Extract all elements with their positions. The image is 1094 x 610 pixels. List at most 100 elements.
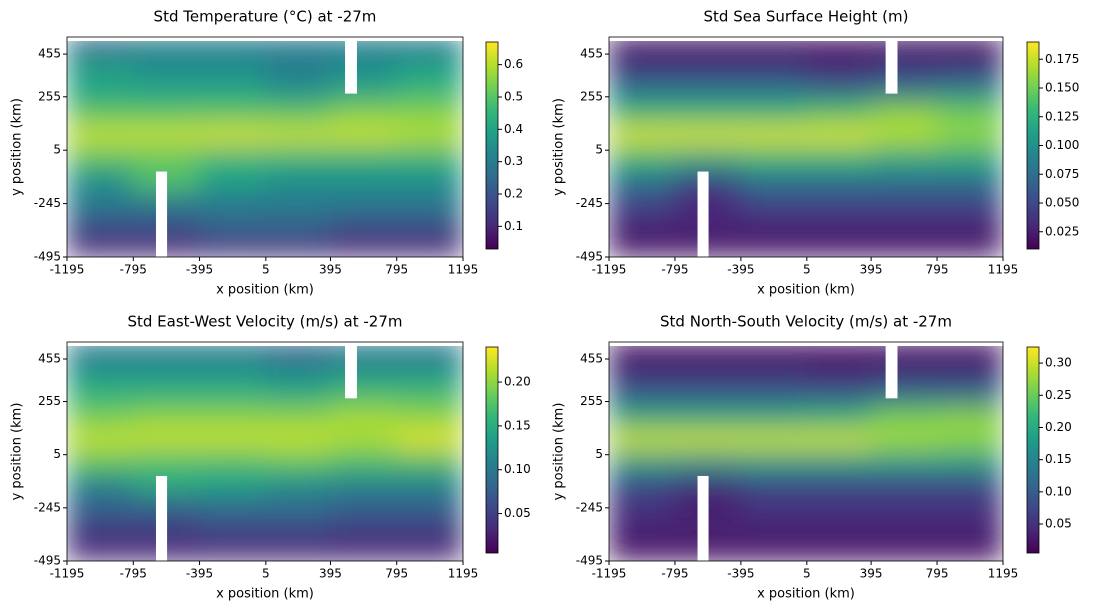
heat-cell: [132, 37, 200, 60]
heat-cell: [330, 385, 398, 409]
heat-cell: [67, 363, 134, 387]
x-tick-label: 395: [319, 567, 342, 581]
heatmap: [609, 37, 1003, 257]
panel: Std Temperature (°C) at -27m -1195 -795 -39…: [10, 8, 524, 298]
heat-cell: [330, 538, 398, 561]
heat-cell: [936, 234, 1003, 257]
heat-cell: [805, 168, 873, 192]
wall: [697, 475, 709, 561]
heat-cell: [67, 342, 134, 365]
heat-cell: [67, 516, 134, 540]
heat-cell: [871, 363, 938, 387]
heat-cell: [936, 212, 1003, 236]
heat-cell: [739, 102, 807, 126]
heat-cell: [739, 428, 807, 452]
y-tick-label: -245: [34, 500, 61, 514]
heat-cell: [67, 58, 134, 82]
heat-cell: [871, 450, 938, 474]
heat-cell: [264, 80, 332, 104]
heat-cell: [396, 212, 463, 236]
colorbar-tick-label: 0.2: [504, 187, 523, 201]
heat-cell: [739, 124, 807, 148]
colorbar: [485, 41, 499, 250]
heat-cell: [936, 407, 1003, 430]
y-tick-label: -495: [576, 554, 603, 568]
y-tick-label: -245: [34, 196, 61, 210]
heat-cell: [674, 146, 741, 170]
wall: [885, 37, 898, 94]
colorbar-tick-label: 0.5: [504, 89, 523, 103]
x-axis-label: x position (km): [216, 587, 314, 602]
y-tick-label: -245: [576, 500, 603, 514]
heat-cell: [936, 168, 1003, 192]
colorbar: [1026, 41, 1040, 250]
heat-cell: [805, 212, 873, 236]
heat-cell: [132, 146, 200, 170]
heat-cell: [198, 146, 266, 170]
heat-cell: [936, 342, 1003, 365]
heat-cell: [264, 124, 332, 148]
heat-cell: [674, 342, 741, 365]
heat-cell: [936, 538, 1003, 561]
heat-cell: [132, 363, 200, 387]
heat-cell: [67, 102, 134, 126]
x-tick-label: 5: [262, 263, 270, 277]
colorbar-tick-label: 0.1: [504, 219, 523, 233]
colorbar-tick-label: 0.05: [504, 506, 531, 520]
x-tick-label: 395: [319, 263, 342, 277]
heat-cell: [871, 234, 938, 257]
heat-cell: [674, 428, 741, 452]
heat-cell: [609, 342, 676, 365]
heat-cell: [67, 212, 134, 236]
heat-cell: [739, 146, 807, 170]
heat-cell: [805, 494, 873, 518]
heat-cell: [609, 538, 676, 561]
heat-cell: [739, 363, 807, 387]
y-tick-label: 255: [38, 89, 61, 103]
x-tick-label: 795: [926, 567, 949, 581]
heat-cell: [805, 363, 873, 387]
colorbar-tick-label: 0.15: [504, 418, 531, 432]
heat-cell: [396, 146, 463, 170]
heat-cell: [739, 58, 807, 82]
x-tick-label: -1195: [592, 263, 627, 277]
chart-title: Std Temperature (°C) at -27m: [154, 8, 377, 26]
heat-cell: [67, 472, 134, 496]
axes-frame: [608, 341, 1004, 562]
heat-cell: [198, 37, 266, 60]
heat-cell: [609, 516, 676, 540]
heat-cell: [264, 58, 332, 82]
heat-cell: [330, 80, 398, 104]
heat-cell: [264, 407, 332, 430]
y-tick-label: 255: [580, 394, 603, 408]
heat-cell: [871, 494, 938, 518]
heat-cell: [805, 58, 873, 82]
heatmap-clip: [609, 342, 1003, 561]
colorbar-tick-label: 0.10: [1045, 484, 1072, 498]
x-tick-label: 5: [803, 567, 811, 581]
heat-cell: [132, 124, 200, 148]
heat-cell: [805, 538, 873, 561]
axes-frame: [66, 341, 464, 562]
heat-cell: [264, 190, 332, 214]
heat-cell: [67, 450, 134, 474]
heat-cell: [396, 58, 463, 82]
heat-cell: [396, 472, 463, 496]
y-tick-label: 5: [595, 143, 603, 157]
heat-cell: [198, 450, 266, 474]
heat-cell: [609, 385, 676, 409]
heat-cell: [67, 124, 134, 148]
top-band: [609, 37, 1003, 41]
heat-cell: [264, 102, 332, 126]
heat-cell: [936, 472, 1003, 496]
colorbar-tick-label: 0.20: [1045, 420, 1072, 434]
colorbar-tick-label: 0.175: [1045, 52, 1079, 66]
heat-cell: [330, 124, 398, 148]
heat-cell: [739, 516, 807, 540]
heat-cell: [198, 472, 266, 496]
heat-cell: [871, 58, 938, 82]
x-tick-label: -1195: [50, 567, 85, 581]
heat-cell: [805, 516, 873, 540]
y-tick-label: 455: [580, 352, 603, 366]
colorbar-tick-label: 0.075: [1045, 167, 1079, 181]
